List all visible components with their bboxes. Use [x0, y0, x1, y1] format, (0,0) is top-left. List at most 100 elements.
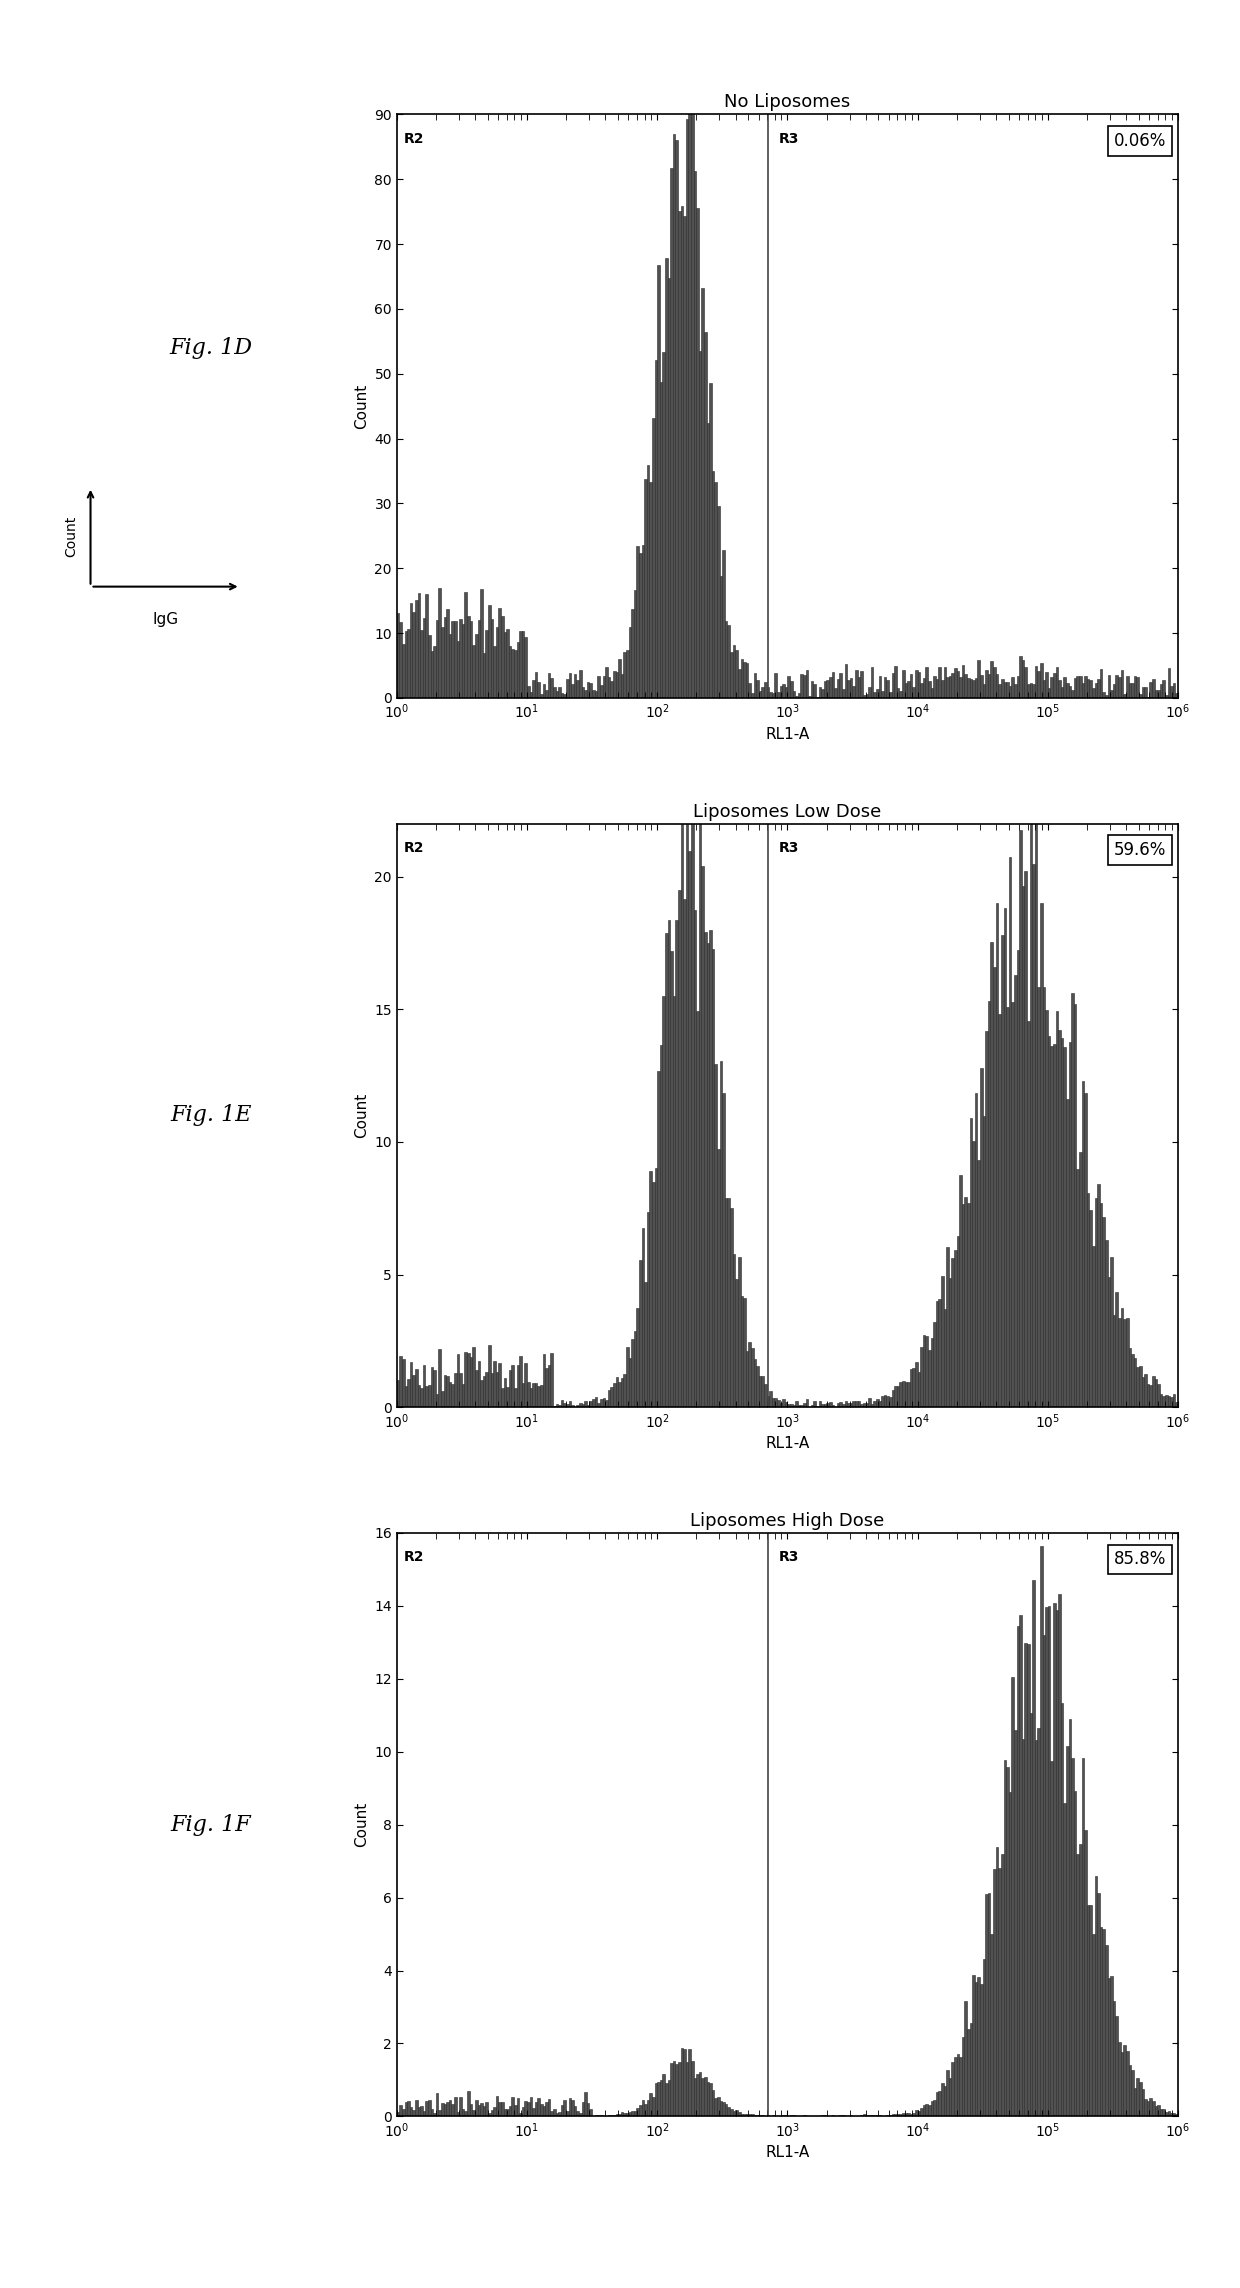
- Bar: [870, 666, 873, 698]
- Bar: [954, 668, 956, 698]
- Bar: [1038, 670, 1040, 698]
- Bar: [624, 1373, 626, 1407]
- Title: No Liposomes: No Liposomes: [724, 94, 851, 112]
- Bar: [503, 2110, 506, 2116]
- Bar: [696, 1011, 699, 1407]
- Bar: [1162, 1396, 1164, 1407]
- Bar: [582, 1405, 584, 1407]
- Bar: [667, 277, 670, 698]
- Bar: [418, 593, 420, 698]
- Y-axis label: Count: Count: [353, 384, 368, 428]
- Bar: [522, 1382, 525, 1407]
- Bar: [1145, 686, 1147, 698]
- Bar: [591, 1398, 595, 1407]
- Bar: [1138, 693, 1142, 698]
- Bar: [430, 1368, 433, 1407]
- Bar: [1043, 680, 1045, 698]
- Bar: [707, 423, 709, 698]
- Bar: [618, 2114, 621, 2116]
- Bar: [1133, 2087, 1136, 2116]
- Bar: [882, 691, 884, 698]
- Bar: [409, 2107, 413, 2116]
- Bar: [787, 1405, 790, 1407]
- Bar: [1022, 885, 1024, 1407]
- Bar: [529, 1387, 532, 1407]
- Bar: [584, 2091, 587, 2116]
- Bar: [435, 620, 439, 698]
- Bar: [650, 1171, 652, 1407]
- Bar: [1074, 1004, 1076, 1407]
- Bar: [790, 682, 792, 698]
- Bar: [756, 680, 759, 698]
- Bar: [1176, 1403, 1178, 1407]
- Bar: [1034, 666, 1038, 698]
- Bar: [456, 1354, 459, 1407]
- Bar: [660, 1046, 662, 1407]
- Bar: [624, 2114, 626, 2116]
- Bar: [621, 673, 624, 698]
- Bar: [1136, 2078, 1138, 2116]
- Bar: [498, 2103, 501, 2116]
- Bar: [967, 1203, 970, 1407]
- Bar: [1116, 675, 1118, 698]
- Bar: [529, 693, 532, 698]
- Bar: [920, 2110, 923, 2116]
- Bar: [652, 419, 655, 698]
- Bar: [704, 2078, 707, 2116]
- Bar: [719, 1062, 722, 1407]
- Bar: [1032, 684, 1034, 698]
- Bar: [423, 1366, 425, 1407]
- Bar: [546, 2103, 548, 2116]
- Bar: [1092, 689, 1095, 698]
- Bar: [930, 1338, 934, 1407]
- Bar: [714, 2098, 717, 2116]
- Bar: [717, 2096, 719, 2116]
- Bar: [735, 650, 738, 698]
- Bar: [1003, 682, 1006, 698]
- Bar: [977, 1160, 980, 1407]
- Bar: [951, 1258, 954, 1407]
- Text: R3: R3: [779, 1551, 799, 1565]
- Text: IgG: IgG: [153, 613, 179, 627]
- Bar: [1081, 1757, 1084, 2116]
- Bar: [1126, 1318, 1128, 1407]
- Bar: [532, 1382, 534, 1407]
- Bar: [785, 686, 787, 698]
- Bar: [480, 1380, 482, 1407]
- Bar: [1027, 1020, 1029, 1407]
- Bar: [769, 1391, 771, 1407]
- Bar: [1024, 872, 1027, 1407]
- Bar: [722, 551, 725, 698]
- Bar: [451, 620, 454, 698]
- Bar: [1147, 1384, 1149, 1407]
- Bar: [856, 1400, 858, 1407]
- Bar: [941, 2082, 944, 2116]
- Bar: [563, 693, 565, 698]
- Bar: [407, 1380, 409, 1407]
- Bar: [688, 2050, 691, 2116]
- Bar: [996, 1846, 998, 2116]
- Bar: [1003, 908, 1006, 1407]
- Bar: [1133, 1359, 1136, 1407]
- Bar: [1152, 680, 1154, 698]
- Bar: [517, 1364, 520, 1407]
- Bar: [764, 682, 766, 698]
- Bar: [662, 995, 665, 1407]
- Bar: [1102, 691, 1105, 698]
- Bar: [923, 677, 925, 698]
- Bar: [1097, 1892, 1100, 2116]
- Bar: [430, 652, 433, 698]
- Bar: [751, 1348, 754, 1407]
- Bar: [894, 1387, 897, 1407]
- Bar: [873, 693, 875, 698]
- Bar: [965, 673, 967, 698]
- Bar: [560, 1400, 563, 1407]
- Bar: [821, 689, 823, 698]
- Bar: [1105, 1240, 1107, 1407]
- Bar: [454, 1373, 456, 1407]
- Bar: [996, 675, 998, 698]
- Bar: [582, 686, 584, 698]
- Bar: [1045, 673, 1048, 698]
- Bar: [970, 680, 972, 698]
- Bar: [821, 1405, 823, 1407]
